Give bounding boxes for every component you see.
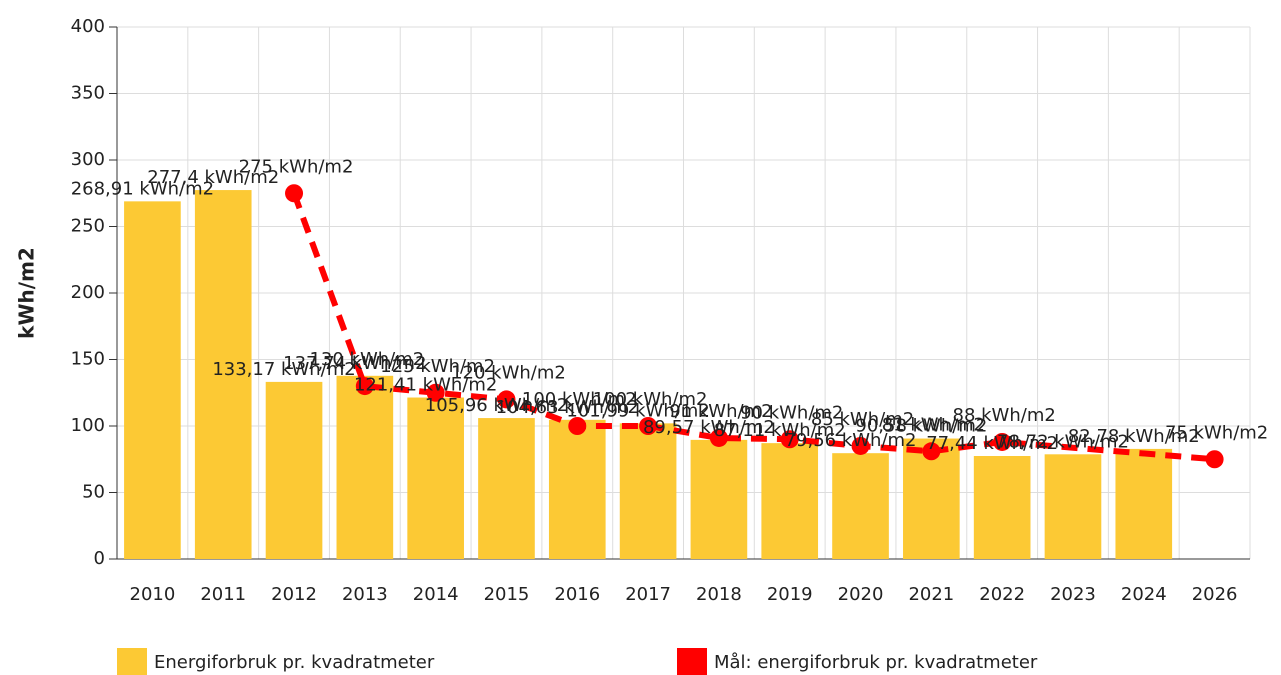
target-point xyxy=(922,442,941,461)
target-point xyxy=(568,417,587,435)
x-tick-label: 2012 xyxy=(271,584,317,605)
value-label: 90 kWh/m2 xyxy=(740,402,843,423)
value-label: 120 kWh/m2 xyxy=(451,362,566,383)
legend-label: Mål: energiforbruk pr. kvadratmeter xyxy=(714,652,1038,673)
legend-swatch xyxy=(117,648,147,675)
value-label: 77,44 kWh/m2 xyxy=(926,433,1058,454)
target-line xyxy=(291,192,1215,463)
y-tick-label: 0 xyxy=(94,548,105,569)
value-label: 79,56 kWh/m2 xyxy=(785,430,917,451)
bar xyxy=(124,201,181,559)
x-tick-label: 2014 xyxy=(413,584,459,605)
x-tick-label: 2019 xyxy=(767,584,813,605)
target-point xyxy=(285,184,304,203)
y-tick-label: 250 xyxy=(71,216,105,237)
value-label: 125 kWh/m2 xyxy=(380,356,495,377)
bar xyxy=(548,419,606,559)
x-tick-label: 2015 xyxy=(484,584,530,605)
y-tick-label: 100 xyxy=(71,415,105,436)
x-tick-label: 2021 xyxy=(908,584,954,605)
bar xyxy=(478,418,535,559)
value-label: 130 kWh/m2 xyxy=(309,349,424,370)
value-label: 75 kWh/m2 xyxy=(1165,422,1268,443)
x-tick-label: 2017 xyxy=(625,584,671,605)
value-label: 88 kWh/m2 xyxy=(953,405,1056,426)
bar xyxy=(194,190,252,560)
x-tick-label: 2011 xyxy=(200,584,246,605)
target-point xyxy=(1205,450,1224,469)
value-label: 101,99 kWh/m2 xyxy=(566,400,709,421)
target-point xyxy=(780,430,799,449)
y-tick-label: 400 xyxy=(71,16,105,37)
bar xyxy=(690,439,748,559)
target-point xyxy=(993,432,1012,451)
bar xyxy=(265,381,323,559)
y-tick-label: 350 xyxy=(71,83,105,104)
target-point xyxy=(426,383,445,402)
x-tick-label: 2023 xyxy=(1050,584,1096,605)
x-tick-label: 2010 xyxy=(130,584,176,605)
value-label: 277,4 kWh/m2 xyxy=(147,167,279,188)
value-label: 78,72 kWh/m2 xyxy=(997,431,1129,452)
bar xyxy=(1044,454,1102,559)
y-axis-title: kWh/m2 xyxy=(15,247,39,339)
value-label: 121,41 kWh/m2 xyxy=(354,375,497,396)
bar xyxy=(973,456,1031,559)
target-point xyxy=(639,417,658,435)
x-tick-label: 2016 xyxy=(554,584,600,605)
bar xyxy=(407,397,464,559)
legend-swatch xyxy=(677,648,707,675)
x-tick-label: 2026 xyxy=(1192,584,1238,605)
y-tick-label: 150 xyxy=(71,349,105,370)
value-label: 105,96 kWh/m2 xyxy=(425,395,568,416)
target-point xyxy=(851,436,870,455)
value-label: 268,91 kWh/m2 xyxy=(71,178,214,199)
x-tick-label: 2013 xyxy=(342,584,388,605)
value-label: 87,11 kWh/m2 xyxy=(714,420,846,441)
bar xyxy=(336,375,394,559)
value-label: 275 kWh/m2 xyxy=(239,156,354,177)
bar xyxy=(761,443,819,559)
x-tick-label: 2020 xyxy=(838,584,884,605)
value-label: 91 kWh/m2 xyxy=(669,401,772,422)
bar xyxy=(832,453,889,559)
value-label: 90,58 kWh/m2 xyxy=(855,416,987,437)
x-tick-label: 2024 xyxy=(1121,584,1167,605)
value-label: 85 kWh/m2 xyxy=(811,409,914,430)
legend-label: Energiforbruk pr. kvadratmeter xyxy=(154,652,435,673)
value-label: 100 kWh/m2 xyxy=(522,389,637,410)
target-point xyxy=(355,377,374,396)
value-label: 82,78 kWh/m2 xyxy=(1068,426,1200,447)
value-label: 133,17 kWh/m2 xyxy=(212,359,355,380)
bar xyxy=(619,423,677,559)
x-tick-label: 2018 xyxy=(696,584,742,605)
target-point xyxy=(497,390,516,409)
value-label: 137,74 kWh/m2 xyxy=(283,353,426,374)
y-tick-label: 300 xyxy=(71,149,105,170)
value-label: 100 kWh/m2 xyxy=(593,389,708,410)
x-tick-label: 2022 xyxy=(979,584,1025,605)
y-tick-label: 200 xyxy=(71,282,105,303)
target-point xyxy=(709,428,728,447)
value-label: 81 kWh/m2 xyxy=(882,414,985,435)
y-tick-label: 50 xyxy=(82,482,105,503)
value-label: 89,57 kWh/m2 xyxy=(643,417,775,438)
value-label: 104,63 kWh/m2 xyxy=(496,397,639,418)
bar xyxy=(1115,448,1173,559)
